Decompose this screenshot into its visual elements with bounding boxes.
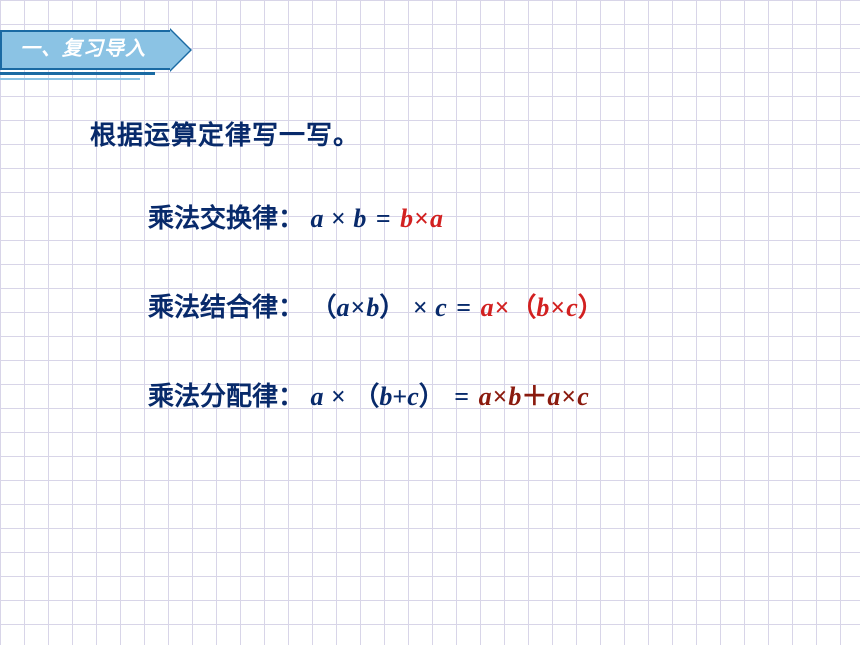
law-label: 乘法分配律： bbox=[148, 382, 304, 411]
slide-content: 根据运算定律写一写。 乘法交换律： a × b = b×a 乘法结合律： （a×… bbox=[90, 115, 604, 413]
mult: × bbox=[330, 382, 347, 411]
var-b: b bbox=[353, 204, 366, 233]
law-distributive: 乘法分配律： a × （b+c） = a×b＋a×c bbox=[148, 376, 604, 413]
var-b: b bbox=[379, 382, 392, 411]
var-c: c bbox=[407, 382, 419, 411]
mult: × bbox=[350, 293, 367, 322]
law-label: 乘法交换律： bbox=[148, 204, 304, 233]
answer-distributive: a×b＋a×c bbox=[479, 382, 589, 411]
answer-associative: a×（b×c） bbox=[481, 293, 604, 322]
law-commutative: 乘法交换律： a × b = b×a bbox=[148, 198, 604, 235]
equals: = bbox=[453, 293, 474, 322]
equals: = bbox=[451, 382, 472, 411]
lparen: （ bbox=[353, 382, 379, 411]
mult: × bbox=[330, 204, 347, 233]
intro-text: 根据运算定律写一写。 bbox=[90, 115, 604, 152]
section-ribbon: 一、复习导入 bbox=[0, 30, 166, 70]
var-a: a bbox=[311, 204, 324, 233]
var-a: a bbox=[337, 293, 350, 322]
law-label: 乘法结合律： bbox=[148, 293, 304, 322]
var-b: b bbox=[366, 293, 379, 322]
equals: = bbox=[373, 204, 394, 233]
plus: + bbox=[392, 382, 407, 411]
ribbon-text: 一、复习导入 bbox=[20, 38, 146, 60]
mult: × bbox=[412, 293, 429, 322]
var-c: c bbox=[435, 293, 447, 322]
rparen: ） bbox=[419, 382, 445, 411]
law-associative: 乘法结合律： （a×b） × c = a×（b×c） bbox=[148, 287, 604, 324]
var-a: a bbox=[311, 382, 324, 411]
answer-commutative: b×a bbox=[400, 204, 443, 233]
rparen: ） bbox=[379, 293, 405, 322]
lparen: （ bbox=[311, 293, 337, 322]
ribbon-label: 一、复习导入 bbox=[0, 30, 166, 70]
